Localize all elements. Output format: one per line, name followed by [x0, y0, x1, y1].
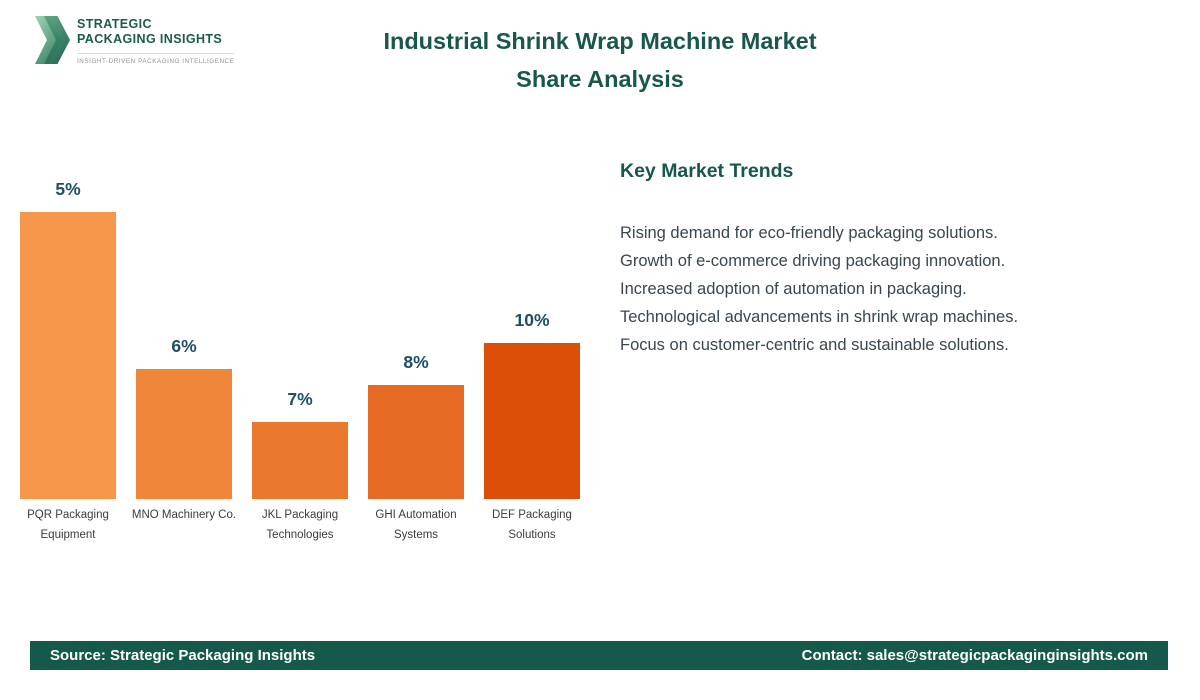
footer-source: Source: Strategic Packaging Insights: [50, 647, 316, 664]
page-title-line2: Share Analysis: [516, 66, 684, 92]
logo-line1: STRATEGIC: [77, 17, 152, 31]
bar-value-label: 10%: [514, 310, 550, 330]
bar-category-label: DEF Packaging Solutions: [492, 509, 572, 541]
chart-bar: [484, 343, 580, 499]
chart-bar: [136, 369, 232, 499]
chart-bar: [20, 212, 116, 499]
footer-contact: Contact: sales@strategicpackaginginsight…: [801, 647, 1148, 664]
chart-bar: [368, 385, 464, 499]
logo-chevron-icon: [35, 16, 70, 64]
logo-text: STRATEGIC PACKAGING INSIGHTS INSIGHT-DRI…: [77, 14, 235, 65]
bar-category-label: JKL Packaging Technologies: [261, 509, 339, 541]
bar-value-label: 6%: [171, 336, 197, 356]
key-market-trends-panel: Key Market Trends Rising demand for eco-…: [620, 160, 1080, 359]
bar-value-label: 5%: [55, 179, 81, 199]
trend-item: Technological advancements in shrink wra…: [620, 308, 1019, 326]
trend-item: Focus on customer-centric and sustainabl…: [620, 336, 1009, 354]
bar-category-label: PQR Packaging Equipment: [27, 509, 109, 541]
page-title: Industrial Shrink Wrap Machine Market Sh…: [0, 22, 1200, 98]
chart-bar: [252, 422, 348, 499]
trend-item: Increased adoption of automation in pack…: [620, 280, 967, 298]
trends-heading: Key Market Trends: [620, 160, 794, 182]
bar-category-label: MNO Machinery Co.: [131, 509, 237, 521]
page-title-line1: Industrial Shrink Wrap Machine Market: [383, 28, 817, 54]
bar-category-label: GHI Automation Systems: [375, 509, 457, 541]
bar-value-label: 8%: [403, 352, 429, 372]
brand-logo: STRATEGIC PACKAGING INSIGHTS INSIGHT-DRI…: [35, 14, 235, 65]
logo-tagline: INSIGHT-DRIVEN PACKAGING INTELLIGENCE: [77, 53, 235, 65]
bar-value-label: 7%: [287, 389, 313, 409]
trend-item: Rising demand for eco-friendly packaging…: [620, 224, 998, 242]
trends-list: Rising demand for eco-friendly packaging…: [620, 219, 1080, 359]
market-share-bar-chart: 5% PQR Packaging Equipment 6% MNO Machinery…: [0, 0, 610, 620]
trend-item: Growth of e-commerce driving packaging i…: [620, 252, 1006, 270]
logo-line2: PACKAGING INSIGHTS: [77, 32, 223, 46]
footer-bar: Source: Strategic Packaging Insights Con…: [30, 641, 1168, 670]
